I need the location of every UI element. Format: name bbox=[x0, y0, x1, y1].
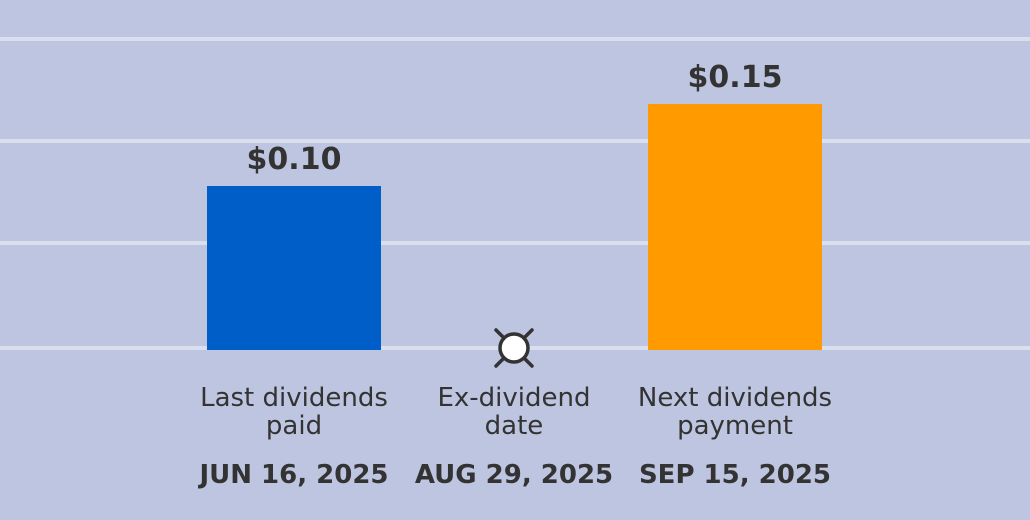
gridlines bbox=[0, 37, 1030, 350]
date-label: AUG 29, 2025 bbox=[415, 460, 613, 490]
category-label: paid bbox=[266, 411, 322, 441]
value-label: $0.15 bbox=[688, 60, 783, 95]
value-label: $0.10 bbox=[247, 142, 342, 177]
date-label: SEP 15, 2025 bbox=[639, 460, 831, 490]
category-label: date bbox=[485, 411, 544, 441]
category-label: Last dividends bbox=[200, 383, 388, 413]
category-label: Ex-dividend bbox=[437, 383, 590, 413]
ex-dividend-marker-icon bbox=[494, 328, 534, 368]
bar-next-dividend bbox=[648, 104, 822, 350]
bars bbox=[207, 104, 822, 368]
category-label: Next dividends bbox=[638, 383, 832, 413]
bar-last-dividend bbox=[207, 186, 381, 350]
date-label: JUN 16, 2025 bbox=[197, 460, 388, 490]
category-label: payment bbox=[677, 411, 793, 441]
